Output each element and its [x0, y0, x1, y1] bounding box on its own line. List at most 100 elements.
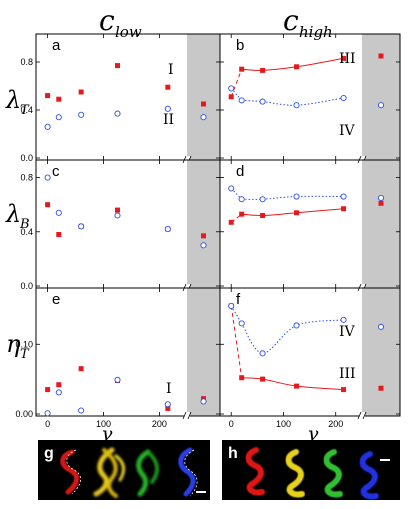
- x-tick-label: 0: [45, 419, 50, 429]
- yellow-rod-image: [285, 449, 305, 498]
- data-point-blue: [228, 302, 235, 309]
- y-tick-label: 0.0: [20, 153, 33, 163]
- column-symbol-low: c: [99, 4, 115, 37]
- panel-label-e: e: [52, 291, 60, 308]
- data-point-blue: [200, 114, 207, 121]
- fit-line-blue: [241, 195, 344, 200]
- y-tick-label: 0.4: [20, 105, 33, 115]
- data-point-red: [56, 231, 62, 237]
- green-rod-image: [323, 449, 343, 498]
- ylabel-subscript: T: [20, 103, 30, 118]
- data-point-blue: [78, 111, 85, 118]
- rod-contour-blue: [184, 449, 198, 497]
- data-point-red: [114, 63, 120, 69]
- y-tick-label: 0.0: [20, 281, 33, 291]
- data-point-red: [294, 383, 300, 389]
- x-axis-label-high: γ: [307, 423, 319, 445]
- data-point-red: [56, 96, 62, 102]
- annotation-II: II: [163, 112, 174, 128]
- data-point-blue: [55, 114, 62, 121]
- data-point-blue: [200, 398, 207, 405]
- panel-label-a: a: [52, 37, 61, 54]
- shaded-region: [362, 288, 400, 416]
- column-subscript-low: low: [115, 23, 142, 41]
- panel-label-h: h: [228, 445, 238, 462]
- panel-e: 0.00 0.10 0 100 200 e: [15, 287, 221, 429]
- data-point-blue: [377, 194, 385, 201]
- data-point-red: [260, 376, 266, 382]
- annotation-I: I: [168, 62, 174, 78]
- data-point-red: [201, 233, 206, 239]
- data-point-red: [378, 53, 384, 59]
- column-symbol-high: c: [283, 4, 299, 37]
- column-header-high: c high: [283, 4, 333, 41]
- data-point-blue: [293, 322, 300, 329]
- data-point-red: [341, 206, 347, 212]
- data-point-red: [260, 213, 266, 219]
- data-point-red: [45, 93, 51, 99]
- ylabel-lambda-b: λ B: [5, 200, 30, 232]
- fit-line-red-initial: [230, 69, 243, 97]
- data-point-blue: [293, 193, 300, 200]
- axis-break-mark: [187, 411, 192, 420]
- data-point-blue: [259, 350, 266, 357]
- data-point-blue: [377, 323, 385, 330]
- shaded-region: [187, 34, 220, 160]
- panel-label-d: d: [236, 163, 244, 180]
- data-point-blue: [55, 209, 62, 216]
- rod-contour-red: [66, 449, 81, 495]
- micrograph-h: h: [222, 440, 400, 500]
- data-point-blue: [164, 105, 171, 112]
- data-point-red: [378, 385, 384, 391]
- data-point-red: [260, 67, 266, 73]
- data-point-blue: [44, 123, 51, 130]
- y-tick-label: 0.4: [20, 227, 33, 237]
- data-point-blue: [340, 94, 347, 102]
- fit-line-blue-initial: [230, 88, 243, 101]
- data-point-blue: [228, 185, 235, 192]
- data-point-red: [165, 405, 171, 411]
- data-point-red: [78, 366, 84, 372]
- panel-a: 0.0 0.4 0.8 a: [20, 33, 221, 164]
- annotation-IV: IV: [339, 123, 356, 139]
- ylabel-subscript: B: [19, 217, 30, 232]
- data-point-blue: [114, 212, 121, 219]
- red-rod-image: [60, 449, 79, 495]
- data-point-blue: [238, 196, 245, 203]
- green-rod-image: [136, 449, 159, 497]
- fit-line-red: [241, 377, 344, 391]
- data-point-blue: [78, 223, 85, 230]
- fit-line-blue: [241, 319, 344, 354]
- data-point-red: [45, 202, 51, 208]
- annotation-III: III: [339, 366, 356, 382]
- panels: 0.0 0.4 0.8 a b 0.0 0.4 0.8 c d 0.00 0.10 0 100 200 e 0 1…: [15, 33, 401, 429]
- panel-label-b: b: [236, 37, 244, 54]
- x-tick-label: 200: [328, 419, 343, 429]
- fit-line-red-initial: [230, 305, 243, 378]
- ylabel-symbol: λ: [5, 200, 21, 228]
- data-point-blue: [259, 98, 266, 105]
- x-axis-label-low: γ: [101, 423, 113, 445]
- fit-line-red: [241, 208, 344, 217]
- shaded-region: [187, 160, 220, 288]
- blue-rod-image: [359, 451, 379, 500]
- data-point-red: [228, 219, 234, 225]
- data-point-red: [239, 375, 245, 381]
- fit-line-blue: [241, 97, 344, 106]
- data-point-red: [239, 211, 245, 217]
- data-point-red: [378, 200, 384, 206]
- blue-rod-image: [178, 447, 196, 497]
- data-point-red: [239, 66, 245, 72]
- panel-frame: [219, 287, 401, 417]
- x-tick-label: 0: [229, 419, 234, 429]
- column-subscript-high: high: [299, 23, 333, 41]
- data-point-red: [341, 387, 347, 393]
- fit-line-red: [241, 57, 344, 71]
- ylabel-subscript: T: [20, 347, 30, 362]
- panel-label-f: f: [236, 291, 241, 308]
- axis-break-mark: [357, 411, 362, 420]
- x-tick-label: 200: [152, 419, 167, 429]
- data-point-blue: [340, 316, 347, 323]
